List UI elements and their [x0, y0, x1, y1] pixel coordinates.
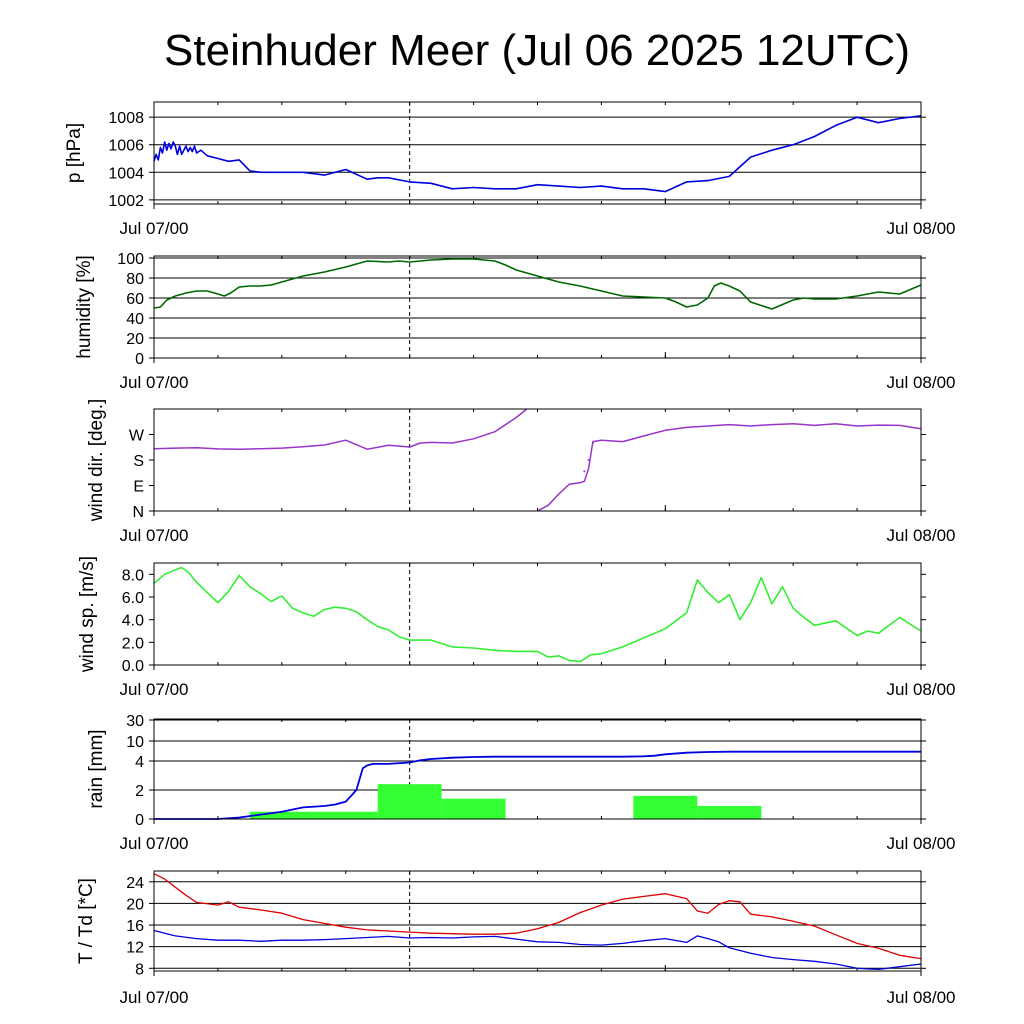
rain-bar: [249, 811, 378, 819]
chart-title: Steinhuder Meer (Jul 06 2025 12UTC): [164, 26, 910, 75]
x-tick-label: Jul 08/00: [887, 988, 956, 1007]
y-tick-label: 0.0: [122, 658, 144, 675]
y-tick-label: S: [133, 453, 144, 470]
temperature-line: [153, 873, 922, 960]
x-tick-label: Jul 07/00: [120, 834, 189, 853]
wind-direction-line: [153, 408, 528, 450]
y-axis-label: rain [mm]: [86, 729, 107, 808]
series-line: [153, 115, 922, 193]
y-axis-label: T / Td [*C]: [76, 878, 97, 964]
dewpoint-line: [153, 929, 922, 971]
x-tick-label: Jul 07/00: [120, 526, 189, 545]
panel-5: 8 12 16 20 24 Jul 07/00 Jul 08/00 T / Td [*C]: [76, 870, 956, 1007]
rain-bar: [697, 805, 762, 819]
wind-direction-line: [537, 422, 922, 512]
x-tick-label: Jul 08/00: [887, 680, 956, 699]
y-tick-label: 20: [126, 331, 144, 348]
y-axis-label: wind dir. [deg.]: [86, 399, 107, 523]
y-tick-label: 60: [126, 291, 144, 308]
y-tick-label: 10: [126, 734, 144, 751]
panel-0: 1002 1004 1006 1008 Jul 07/00 Jul 08/00 p [hPa…: [64, 101, 956, 238]
panel-frame: [153, 255, 922, 359]
y-tick-label: 2.0: [122, 635, 144, 652]
y-axis-label: humidity [%]: [74, 255, 95, 358]
y-tick-label: E: [133, 479, 144, 496]
y-tick-label: 2: [135, 783, 144, 800]
panel-3: 0.0 2.0 4.0 6.0 8.0 Jul 07/00 Jul 08/00 wind sp…: [77, 556, 956, 699]
series-line: [153, 258, 922, 310]
y-tick-label: W: [129, 428, 145, 445]
y-tick-label: 16: [126, 918, 144, 935]
series-line: [153, 566, 922, 663]
panel-4: 0 2 4 10 30 Jul 07/00 Jul 08/00 rain [mm]: [86, 713, 956, 853]
y-tick-label: 80: [126, 271, 144, 288]
y-tick-label: 1002: [108, 193, 144, 210]
x-tick-label: Jul 07/00: [120, 680, 189, 699]
y-tick-label: 1004: [108, 165, 144, 182]
wind-direction-point: [587, 459, 590, 461]
y-tick-label: 40: [126, 311, 144, 328]
rain-cumulative-line: [154, 750, 921, 820]
x-tick-label: Jul 07/00: [120, 373, 189, 392]
wind-direction-point: [591, 442, 594, 444]
panel-frame: [153, 562, 922, 666]
y-tick-label: 12: [126, 940, 144, 957]
y-tick-label: 0: [135, 812, 144, 829]
y-axis-label: wind sp. [m/s]: [77, 556, 98, 673]
rain-bar: [377, 784, 442, 819]
y-tick-label: 6.0: [122, 590, 144, 607]
y-tick-label: 24: [126, 875, 144, 892]
y-tick-label: 30: [126, 713, 144, 730]
x-tick-label: Jul 08/00: [887, 526, 956, 545]
x-tick-label: Jul 08/00: [887, 834, 956, 853]
x-tick-label: Jul 08/00: [887, 219, 956, 238]
y-tick-label: 8: [135, 961, 144, 978]
rain-bar: [441, 798, 506, 819]
rain-bar: [633, 795, 698, 819]
y-tick-label: 1006: [108, 138, 144, 155]
x-tick-label: Jul 07/00: [120, 988, 189, 1007]
y-tick-label: 4: [135, 754, 144, 771]
panel-frame: [153, 718, 922, 820]
y-tick-label: 0: [135, 351, 144, 368]
y-tick-label: 1008: [108, 110, 144, 127]
panel-frame: [153, 101, 922, 205]
y-tick-label: 20: [126, 896, 144, 913]
panel-frame: [153, 408, 922, 512]
y-tick-label: 100: [117, 251, 144, 268]
y-tick-label: N: [132, 504, 144, 521]
wind-direction-point: [583, 470, 586, 473]
y-axis-label: p [hPa]: [64, 123, 85, 183]
x-tick-label: Jul 08/00: [887, 373, 956, 392]
panel-frame: [153, 870, 922, 972]
y-tick-label: 8.0: [122, 567, 144, 584]
x-tick-label: Jul 07/00: [120, 219, 189, 238]
panel-1: 0 20 40 60 80 100 Jul 07/00 Jul 08/00 humidity […: [74, 251, 956, 392]
y-tick-label: 4.0: [122, 613, 144, 630]
